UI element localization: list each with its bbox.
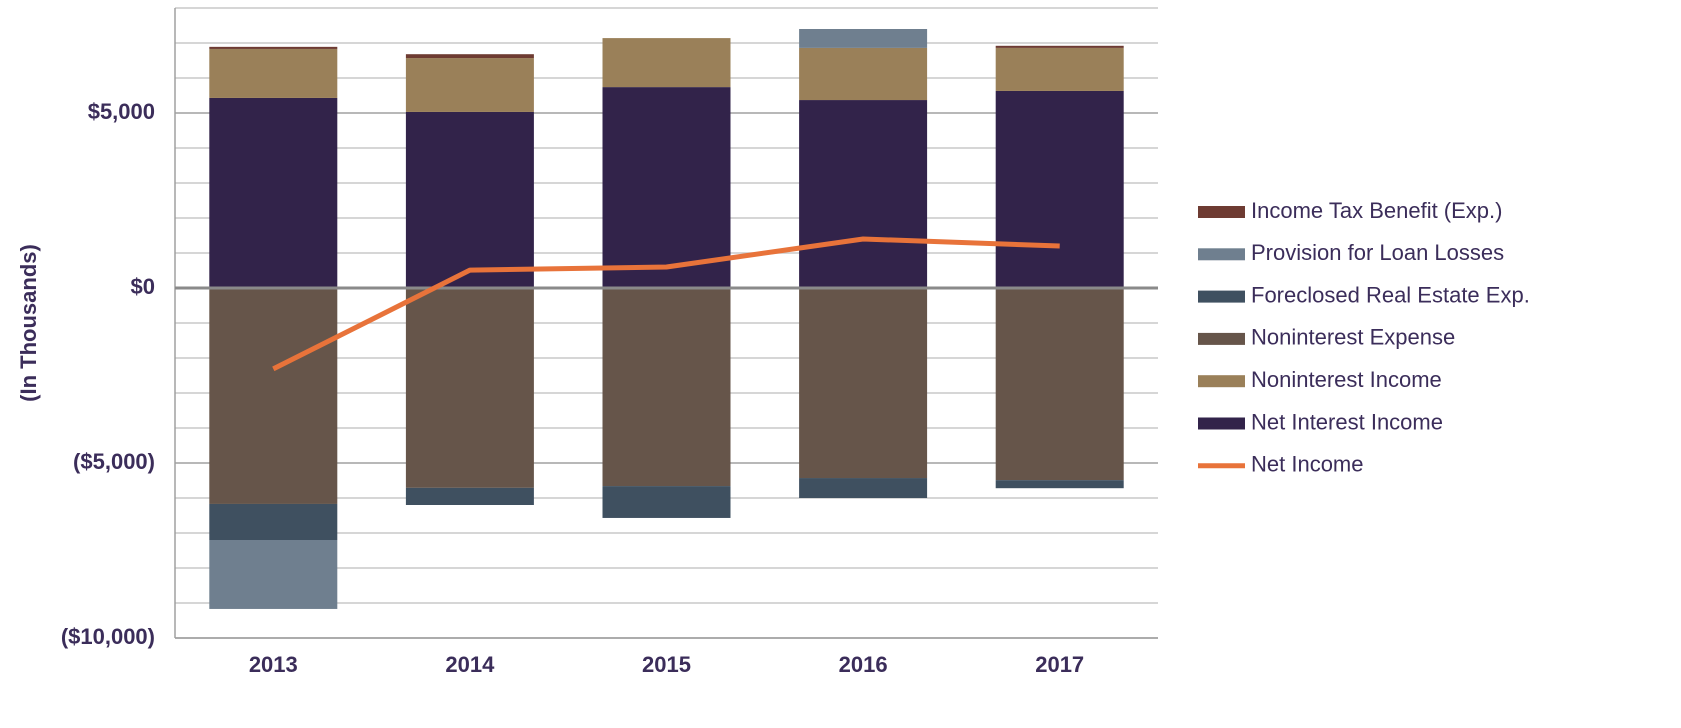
y-tick-label: ($10,000) bbox=[61, 624, 155, 649]
legend-swatch bbox=[1198, 332, 1245, 345]
bar-segment bbox=[405, 58, 534, 112]
bar-segment bbox=[405, 54, 534, 59]
legend-label: Noninterest Income bbox=[1251, 367, 1442, 392]
bar-segment bbox=[209, 288, 338, 504]
y-tick-label: $0 bbox=[131, 274, 155, 299]
x-tick-label: 2014 bbox=[445, 652, 495, 677]
bar-segment bbox=[209, 48, 338, 98]
bar-segment bbox=[799, 29, 928, 48]
legend-swatch bbox=[1198, 417, 1245, 430]
y-tick-label: $5,000 bbox=[88, 99, 155, 124]
bar-segment bbox=[602, 87, 731, 288]
legend-label: Net Interest Income bbox=[1251, 409, 1443, 434]
bar-segment bbox=[602, 288, 731, 487]
bar-segment bbox=[799, 288, 928, 479]
legend-swatch bbox=[1198, 375, 1245, 388]
bar-segment bbox=[602, 486, 731, 518]
bar-segment bbox=[405, 288, 534, 488]
bar-segment bbox=[602, 38, 731, 88]
bar-segment bbox=[995, 480, 1124, 489]
bar-segment bbox=[209, 503, 338, 540]
bar-segment bbox=[799, 47, 928, 101]
bar-segment bbox=[995, 90, 1124, 288]
legend-label: Foreclosed Real Estate Exp. bbox=[1251, 282, 1530, 307]
bar-segment bbox=[405, 111, 534, 288]
x-tick-label: 2015 bbox=[642, 652, 691, 677]
legend-swatch bbox=[1198, 290, 1245, 303]
x-tick-label: 2013 bbox=[249, 652, 298, 677]
bar-segment bbox=[995, 47, 1124, 91]
bar-segment bbox=[405, 487, 534, 505]
bar-segment bbox=[799, 478, 928, 498]
x-tick-label: 2016 bbox=[839, 652, 888, 677]
y-tick-label: ($5,000) bbox=[73, 449, 155, 474]
bar-segment bbox=[995, 45, 1124, 48]
legend-label: Provision for Loan Losses bbox=[1251, 240, 1504, 265]
bar-segment bbox=[209, 97, 338, 288]
legend-label: Income Tax Benefit (Exp.) bbox=[1251, 198, 1503, 223]
bar-segment bbox=[209, 46, 338, 49]
bar-segment bbox=[799, 100, 928, 288]
legend-swatch bbox=[1198, 248, 1245, 261]
legend-label: Noninterest Expense bbox=[1251, 325, 1455, 350]
y-axis-label: (In Thousands) bbox=[16, 244, 41, 402]
legend-swatch bbox=[1198, 206, 1245, 218]
legend-label: Net Income bbox=[1251, 452, 1364, 477]
bar-segment bbox=[209, 540, 338, 609]
line-series bbox=[272, 236, 1060, 372]
x-tick-label: 2017 bbox=[1035, 652, 1084, 677]
bar-segment bbox=[995, 288, 1124, 481]
